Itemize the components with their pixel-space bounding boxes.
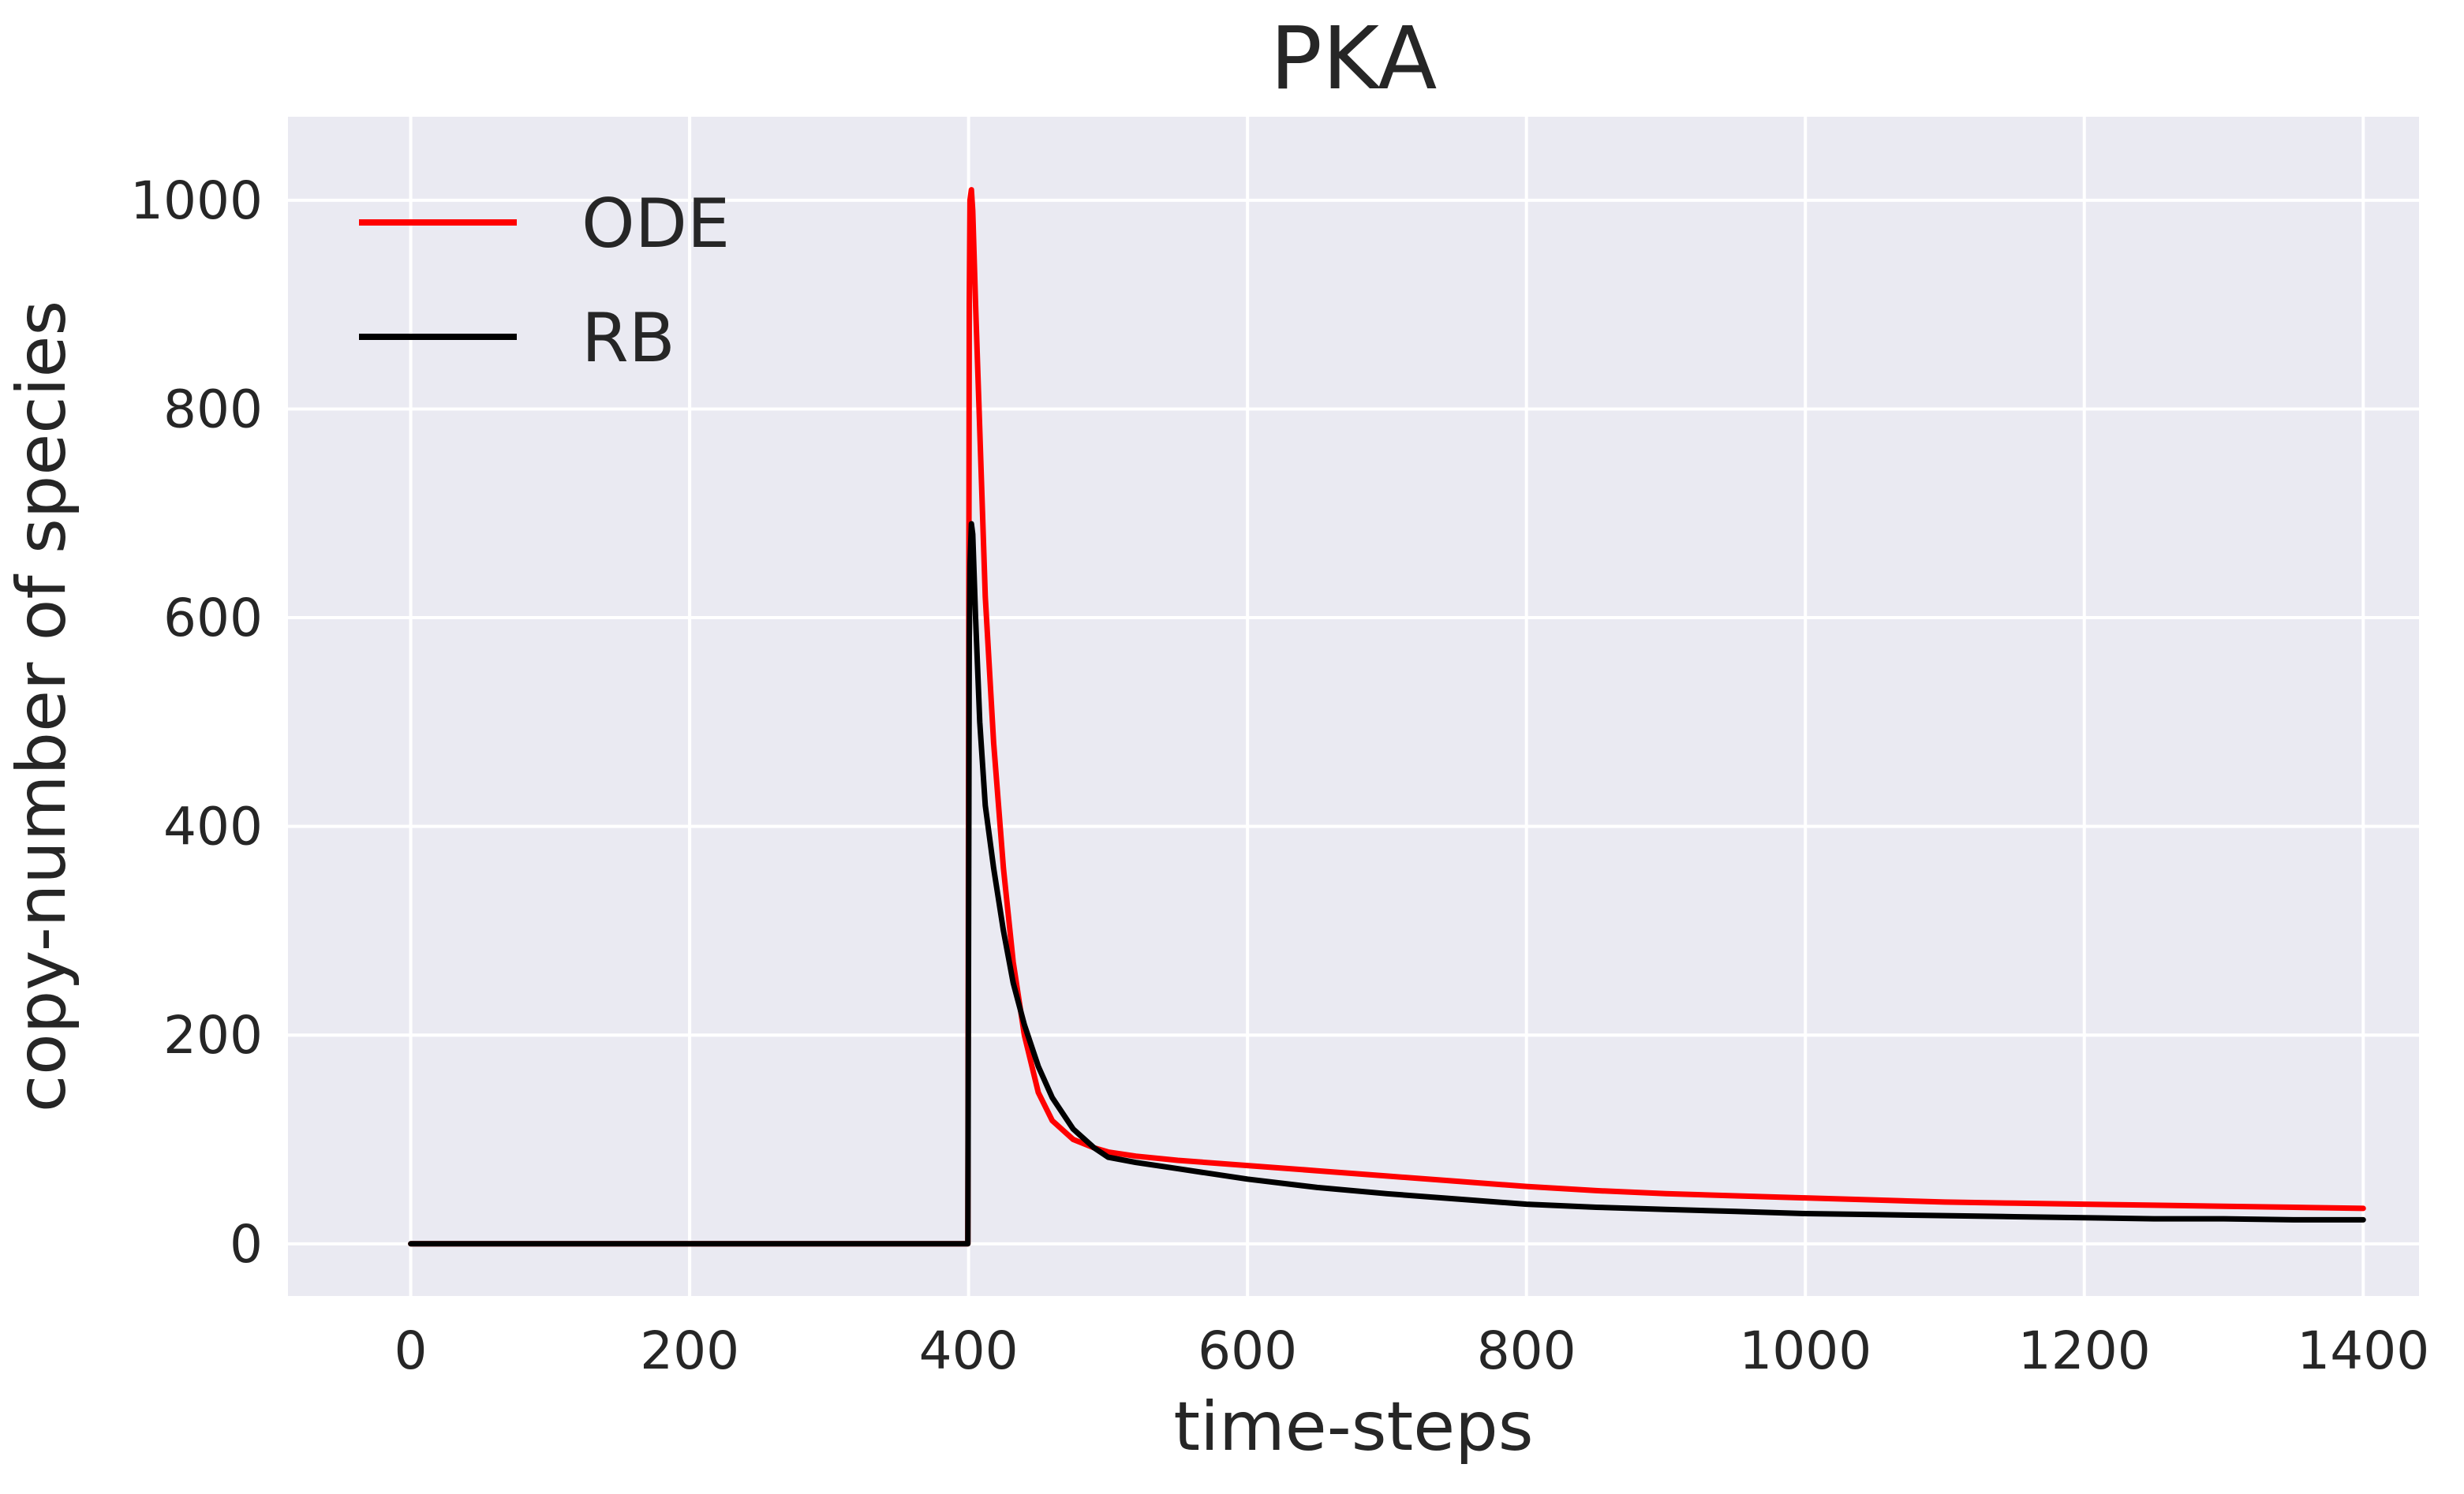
x-tick-label: 400 bbox=[919, 1320, 1019, 1381]
y-tick-label: 800 bbox=[163, 379, 263, 439]
x-tick-label: 1000 bbox=[1739, 1320, 1871, 1381]
y-tick-label: 1000 bbox=[130, 170, 263, 231]
x-tick-label: 200 bbox=[640, 1320, 739, 1381]
x-tick-label: 600 bbox=[1198, 1320, 1297, 1381]
legend-label-ode: ODE bbox=[581, 185, 730, 263]
gridlines bbox=[288, 117, 2419, 1296]
plot-area bbox=[288, 117, 2419, 1296]
x-tick-label: 1400 bbox=[2297, 1320, 2429, 1381]
x-tick-label: 800 bbox=[1477, 1320, 1576, 1381]
y-tick-label: 0 bbox=[230, 1214, 263, 1275]
tick-labels: 0 200 400 600 800 1000 1200 1400 0 200 400 600 800 10… bbox=[130, 170, 2429, 1381]
x-tick-label: 0 bbox=[394, 1320, 428, 1381]
legend-label-rb: RB bbox=[581, 299, 675, 378]
y-tick-label: 400 bbox=[163, 797, 263, 857]
x-tick-label: 1200 bbox=[2018, 1320, 2151, 1381]
series-line-rb bbox=[408, 521, 2366, 1247]
legend: ODE RB bbox=[359, 185, 730, 378]
y-axis-label: copy-number of species bbox=[2, 301, 81, 1112]
series-layer bbox=[408, 187, 2366, 1247]
y-tick-label: 600 bbox=[163, 588, 263, 648]
chart-title: PKA bbox=[1270, 8, 1438, 109]
x-axis-label: time-steps bbox=[1173, 1388, 1533, 1466]
y-tick-label: 200 bbox=[163, 1005, 263, 1066]
